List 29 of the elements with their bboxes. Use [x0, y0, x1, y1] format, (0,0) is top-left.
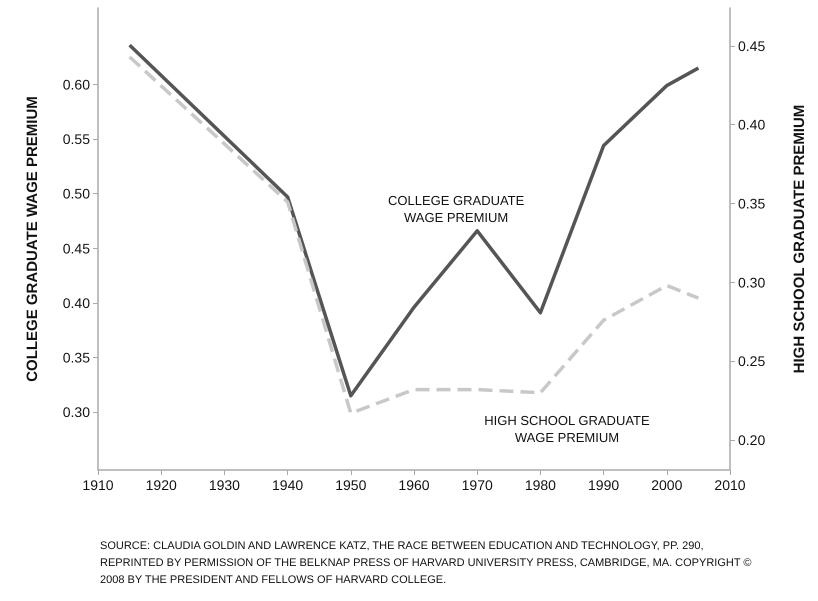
- y2-axis-title: HIGH SCHOOL GRADUATE PREMIUM: [791, 104, 808, 374]
- source-note: SOURCE: CLAUDIA GOLDIN AND LAWRENCE KATZ, THE RACE BETWEEN EDUCATION AND TECHNOLOGY, PP. 290, REPRINTED BY PERMISSION OF THE BELKNAP PRESS OF HARVARD UNIVERSITY PRESS, CAMBRIDGE, MA. COPYRIGHT © 2008 BY THE PRESIDENT AND FELLOWS OF HARVARD COLLEGE.: [100, 539, 753, 588]
- y2-tick-label: 0.45: [738, 38, 766, 54]
- y2-tick-label: 0.25: [738, 353, 766, 370]
- y-tick-label: 0.40: [62, 294, 90, 311]
- y-axis-title: COLLEGE GRADUATE WAGE PREMIUM: [24, 96, 41, 382]
- x-tick-label: 1940: [272, 477, 304, 493]
- x-tick-label: 1980: [524, 477, 556, 493]
- series-label: HIGH SCHOOL GRADUATE WAGE PREMIUM: [484, 413, 650, 445]
- y-tick-label: 0.50: [62, 186, 90, 202]
- x-tick-label: 1930: [208, 477, 240, 493]
- y-tick-label: 0.35: [62, 350, 90, 366]
- y-tick-label: 0.55: [62, 131, 90, 148]
- x-tick-label: 1950: [335, 477, 367, 493]
- text: COLLEGE GRADUATE WAGE PREMIUM: [388, 193, 525, 225]
- x-tick-label: 1990: [588, 477, 620, 493]
- y2-tick-label: 0.35: [738, 196, 766, 212]
- x-tick-label: 1970: [462, 477, 493, 493]
- x-tick-label: 1960: [398, 477, 430, 493]
- y2-tick-label: 0.40: [738, 116, 766, 133]
- y2-tick-label: 0.20: [738, 432, 766, 448]
- y2-tick-label: 0.30: [738, 274, 766, 290]
- y-tick-label: 0.45: [62, 240, 90, 256]
- x-tick-label: 1920: [146, 477, 177, 493]
- x-tick-label: 2000: [651, 477, 683, 493]
- x-tick-label: 1910: [82, 477, 114, 493]
- y-tick-label: 0.30: [62, 404, 90, 420]
- y-tick-label: 0.60: [62, 76, 90, 92]
- x-tick-label: 2010: [714, 477, 746, 493]
